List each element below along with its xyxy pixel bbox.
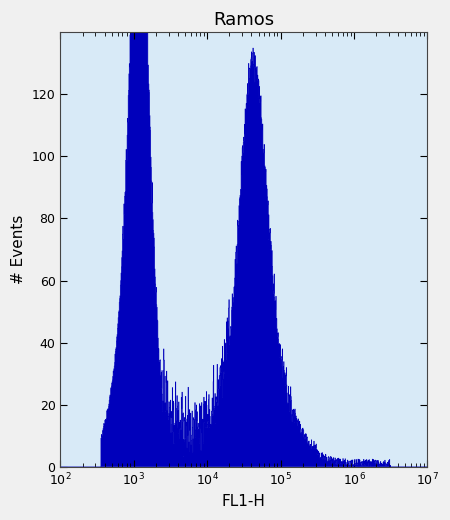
X-axis label: FL1-H: FL1-H	[222, 494, 266, 509]
Title: Ramos: Ramos	[213, 11, 274, 29]
Y-axis label: # Events: # Events	[11, 215, 26, 284]
